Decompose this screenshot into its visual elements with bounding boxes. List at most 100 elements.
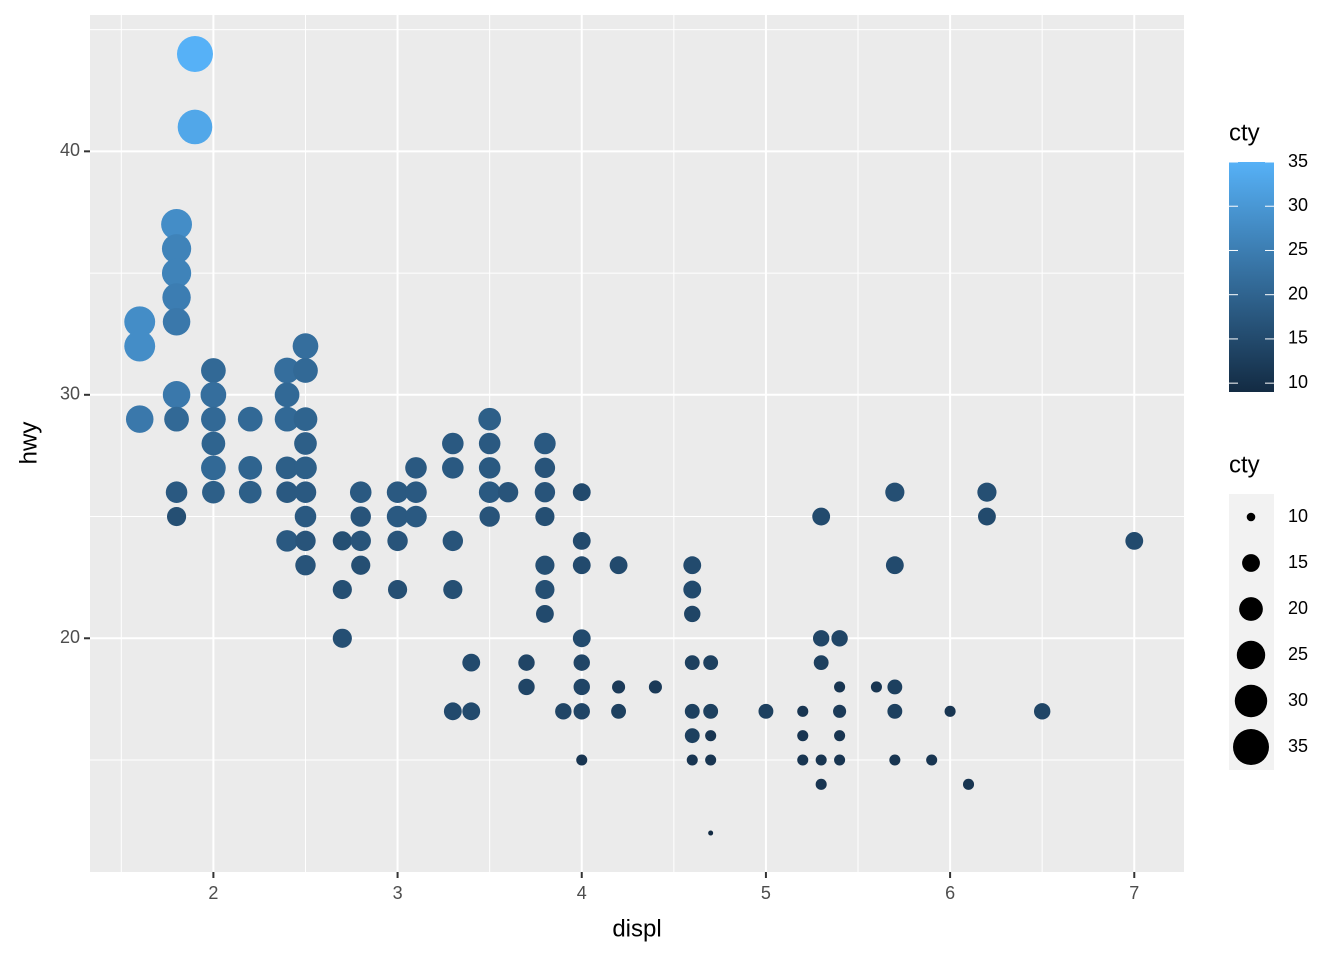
point [962, 778, 975, 790]
point [237, 406, 263, 432]
point [201, 431, 226, 456]
legend-label: 25 [1288, 644, 1308, 664]
point [497, 481, 519, 503]
point [294, 481, 317, 503]
point [292, 333, 319, 359]
point [478, 481, 501, 503]
point [165, 481, 188, 503]
point [534, 432, 556, 455]
legend-label: 20 [1288, 283, 1308, 303]
point [294, 456, 317, 480]
x-axis-title: displ [612, 915, 661, 942]
point [478, 432, 501, 455]
point [833, 704, 847, 718]
point [684, 728, 700, 744]
point [535, 555, 555, 575]
legend-key [1239, 597, 1263, 621]
point [535, 579, 555, 600]
point [350, 506, 371, 527]
y-tick-label: 40 [60, 140, 80, 160]
point [797, 730, 809, 742]
point [1125, 531, 1144, 550]
y-axis-title: hwy [15, 422, 42, 465]
legend-label: 30 [1288, 195, 1308, 215]
point [977, 482, 997, 502]
point [478, 457, 501, 479]
point [611, 703, 627, 719]
point [161, 234, 192, 264]
point [885, 482, 905, 502]
point [386, 505, 409, 528]
point [572, 531, 591, 550]
point [870, 681, 882, 693]
legend-label: 15 [1288, 552, 1308, 572]
point [443, 579, 463, 600]
point [238, 480, 262, 504]
point [442, 457, 464, 479]
point [812, 507, 831, 526]
point [161, 208, 193, 240]
point [125, 405, 154, 433]
point [703, 655, 719, 671]
point [609, 556, 628, 575]
point [386, 481, 409, 503]
point [834, 681, 846, 693]
legend-label: 35 [1288, 736, 1308, 756]
point [276, 481, 298, 503]
point [275, 456, 299, 480]
point [387, 579, 408, 600]
x-tick-label: 2 [208, 883, 218, 903]
point [442, 530, 464, 552]
point [177, 109, 213, 145]
point [534, 457, 556, 479]
point [162, 381, 191, 409]
point [161, 258, 192, 288]
point [332, 628, 352, 648]
point [555, 703, 572, 720]
point [238, 455, 263, 480]
point [387, 530, 408, 552]
legend-key [1233, 729, 1269, 765]
point [462, 702, 481, 721]
point [479, 506, 500, 527]
legend-title: cty [1229, 451, 1260, 478]
point [201, 358, 226, 383]
point [405, 505, 427, 528]
point [648, 680, 662, 694]
point [1033, 703, 1051, 720]
size-legend-background [1229, 494, 1274, 770]
legend-label: 10 [1288, 372, 1308, 392]
point [572, 556, 591, 575]
point [978, 507, 996, 526]
point [889, 754, 901, 766]
point [812, 630, 830, 647]
point [332, 579, 352, 600]
point [274, 357, 300, 384]
point [573, 654, 590, 671]
point [684, 605, 701, 623]
point [926, 754, 938, 766]
point [572, 483, 591, 502]
point [815, 754, 827, 766]
legend-key [1246, 512, 1256, 522]
point [349, 481, 372, 503]
point [274, 406, 300, 432]
point [572, 629, 591, 648]
y-tick-label: 20 [60, 627, 80, 647]
point [478, 407, 501, 431]
legend-label: 35 [1288, 151, 1308, 171]
y-tick-label: 30 [60, 384, 80, 404]
point [535, 605, 554, 623]
point [124, 306, 156, 338]
point [887, 679, 903, 695]
point [162, 283, 191, 312]
legend-key [1234, 684, 1268, 718]
point [944, 705, 956, 717]
legend-label: 25 [1288, 239, 1308, 259]
point [885, 556, 904, 575]
point [405, 457, 427, 479]
legend-title: cty [1229, 119, 1260, 146]
point [705, 754, 717, 766]
